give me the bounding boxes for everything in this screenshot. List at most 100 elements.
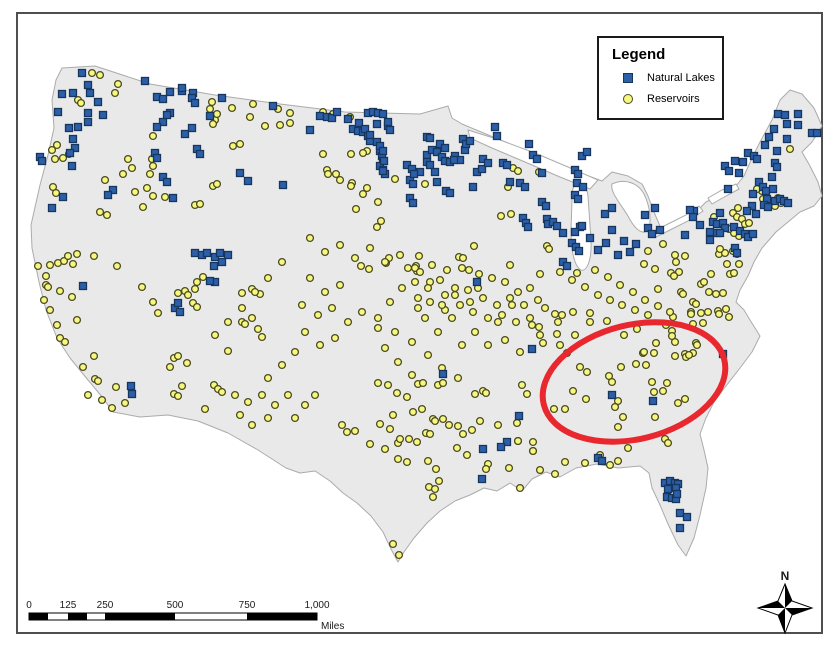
reservoir-point (55, 286, 65, 296)
reservoir-point (678, 289, 688, 299)
natural-lake-point (640, 210, 650, 220)
reservoir-point (450, 290, 460, 300)
reservoir-point (235, 139, 245, 149)
natural-lake-point (408, 179, 418, 189)
natural-lake-point (782, 119, 792, 129)
reservoir-point (407, 370, 417, 380)
natural-lake-point (209, 261, 219, 271)
reservoir-point (207, 97, 217, 107)
natural-lake-point (607, 225, 617, 235)
reservoir-point (628, 287, 638, 297)
natural-lake-point (523, 222, 533, 232)
scale-tick-label: 500 (167, 600, 184, 611)
reservoir-point (585, 317, 595, 327)
reservoir-point (358, 189, 368, 199)
reservoir-point (365, 243, 375, 253)
reservoir-point (263, 373, 273, 383)
natural-lake-point (793, 109, 803, 119)
reservoir-point (673, 398, 683, 408)
natural-lake-point (655, 225, 665, 235)
north-arrow-star-fill (758, 601, 785, 608)
natural-lake-point (47, 203, 57, 213)
natural-lake-point (601, 238, 611, 248)
natural-lake-point (562, 261, 572, 271)
natural-lake-point (502, 437, 512, 447)
reservoir-point (447, 313, 457, 323)
reservoir-point (425, 429, 435, 439)
natural-lake-point (278, 180, 288, 190)
natural-lake-point (582, 147, 592, 157)
reservoir-point (513, 287, 523, 297)
reservoir-point (663, 438, 673, 448)
natural-lake-point (180, 129, 190, 139)
reservoir-point (195, 199, 205, 209)
reservoir-point (52, 140, 62, 150)
reservoir-point (744, 218, 754, 228)
reservoir-point (570, 330, 580, 340)
natural-lake-point (675, 508, 685, 518)
reservoir-point (89, 351, 99, 361)
natural-lake-point (68, 134, 78, 144)
reservoir-point (641, 360, 651, 370)
natural-lake-point (751, 209, 761, 219)
reservoir-point (412, 437, 422, 447)
reservoir-point (640, 295, 650, 305)
reservoir-point (567, 275, 577, 285)
reservoir-point (437, 300, 447, 310)
reservoir-point (680, 394, 690, 404)
reservoir-point (410, 277, 420, 287)
reservoir-point (192, 277, 202, 287)
reservoir-point (243, 397, 253, 407)
natural-lake-point (773, 109, 783, 119)
reservoir-point (263, 413, 273, 423)
reservoir-point (453, 373, 463, 383)
reservoir-point (462, 450, 472, 460)
reservoir-point (138, 202, 148, 212)
scale-bar-segment (105, 613, 175, 620)
natural-lake-point (57, 89, 67, 99)
natural-lake-point (190, 248, 200, 258)
reservoir-point (111, 382, 121, 392)
reservoir-point (148, 131, 158, 141)
reservoir-point (253, 324, 263, 334)
reservoir-point (33, 261, 43, 271)
circle-icon (623, 94, 633, 104)
natural-lake-point (175, 307, 185, 317)
reservoir-point (365, 439, 375, 449)
natural-lake-point (760, 140, 770, 150)
reservoir-point (248, 99, 258, 109)
natural-lake-point (663, 484, 673, 494)
natural-lake-point (532, 154, 542, 164)
reservoir-point (356, 261, 366, 271)
natural-lake-point (432, 147, 442, 157)
natural-lake-point (680, 230, 690, 240)
natural-lake-point (385, 125, 395, 135)
reservoir-point (613, 456, 623, 466)
legend-item-natural-lakes: Natural Lakes (623, 72, 722, 84)
reservoir-point (113, 79, 123, 89)
reservoir-point (704, 287, 714, 297)
natural-lake-point (305, 125, 315, 135)
reservoir-point (785, 144, 795, 154)
reservoir-point (237, 303, 247, 313)
reservoir-point (110, 88, 120, 98)
reservoir-point (607, 377, 617, 387)
reservoir-point (650, 264, 660, 274)
reservoir-point (435, 275, 445, 285)
reservoir-point (696, 308, 706, 318)
reservoir-point (408, 407, 418, 417)
natural-lake-point (152, 153, 162, 163)
natural-lake-point (505, 177, 515, 187)
reservoir-point (153, 308, 163, 318)
natural-lake-point (675, 523, 685, 533)
natural-lake-point (607, 203, 617, 213)
reservoir-point (540, 303, 550, 313)
reservoir-point (413, 303, 423, 313)
reservoir-point (320, 247, 330, 257)
reservoir-point (41, 271, 51, 281)
reservoir-point (557, 310, 567, 320)
reservoir-point (305, 233, 315, 243)
reservoir-point (667, 331, 677, 341)
reservoir-point (515, 483, 525, 493)
reservoir-point (290, 347, 300, 357)
